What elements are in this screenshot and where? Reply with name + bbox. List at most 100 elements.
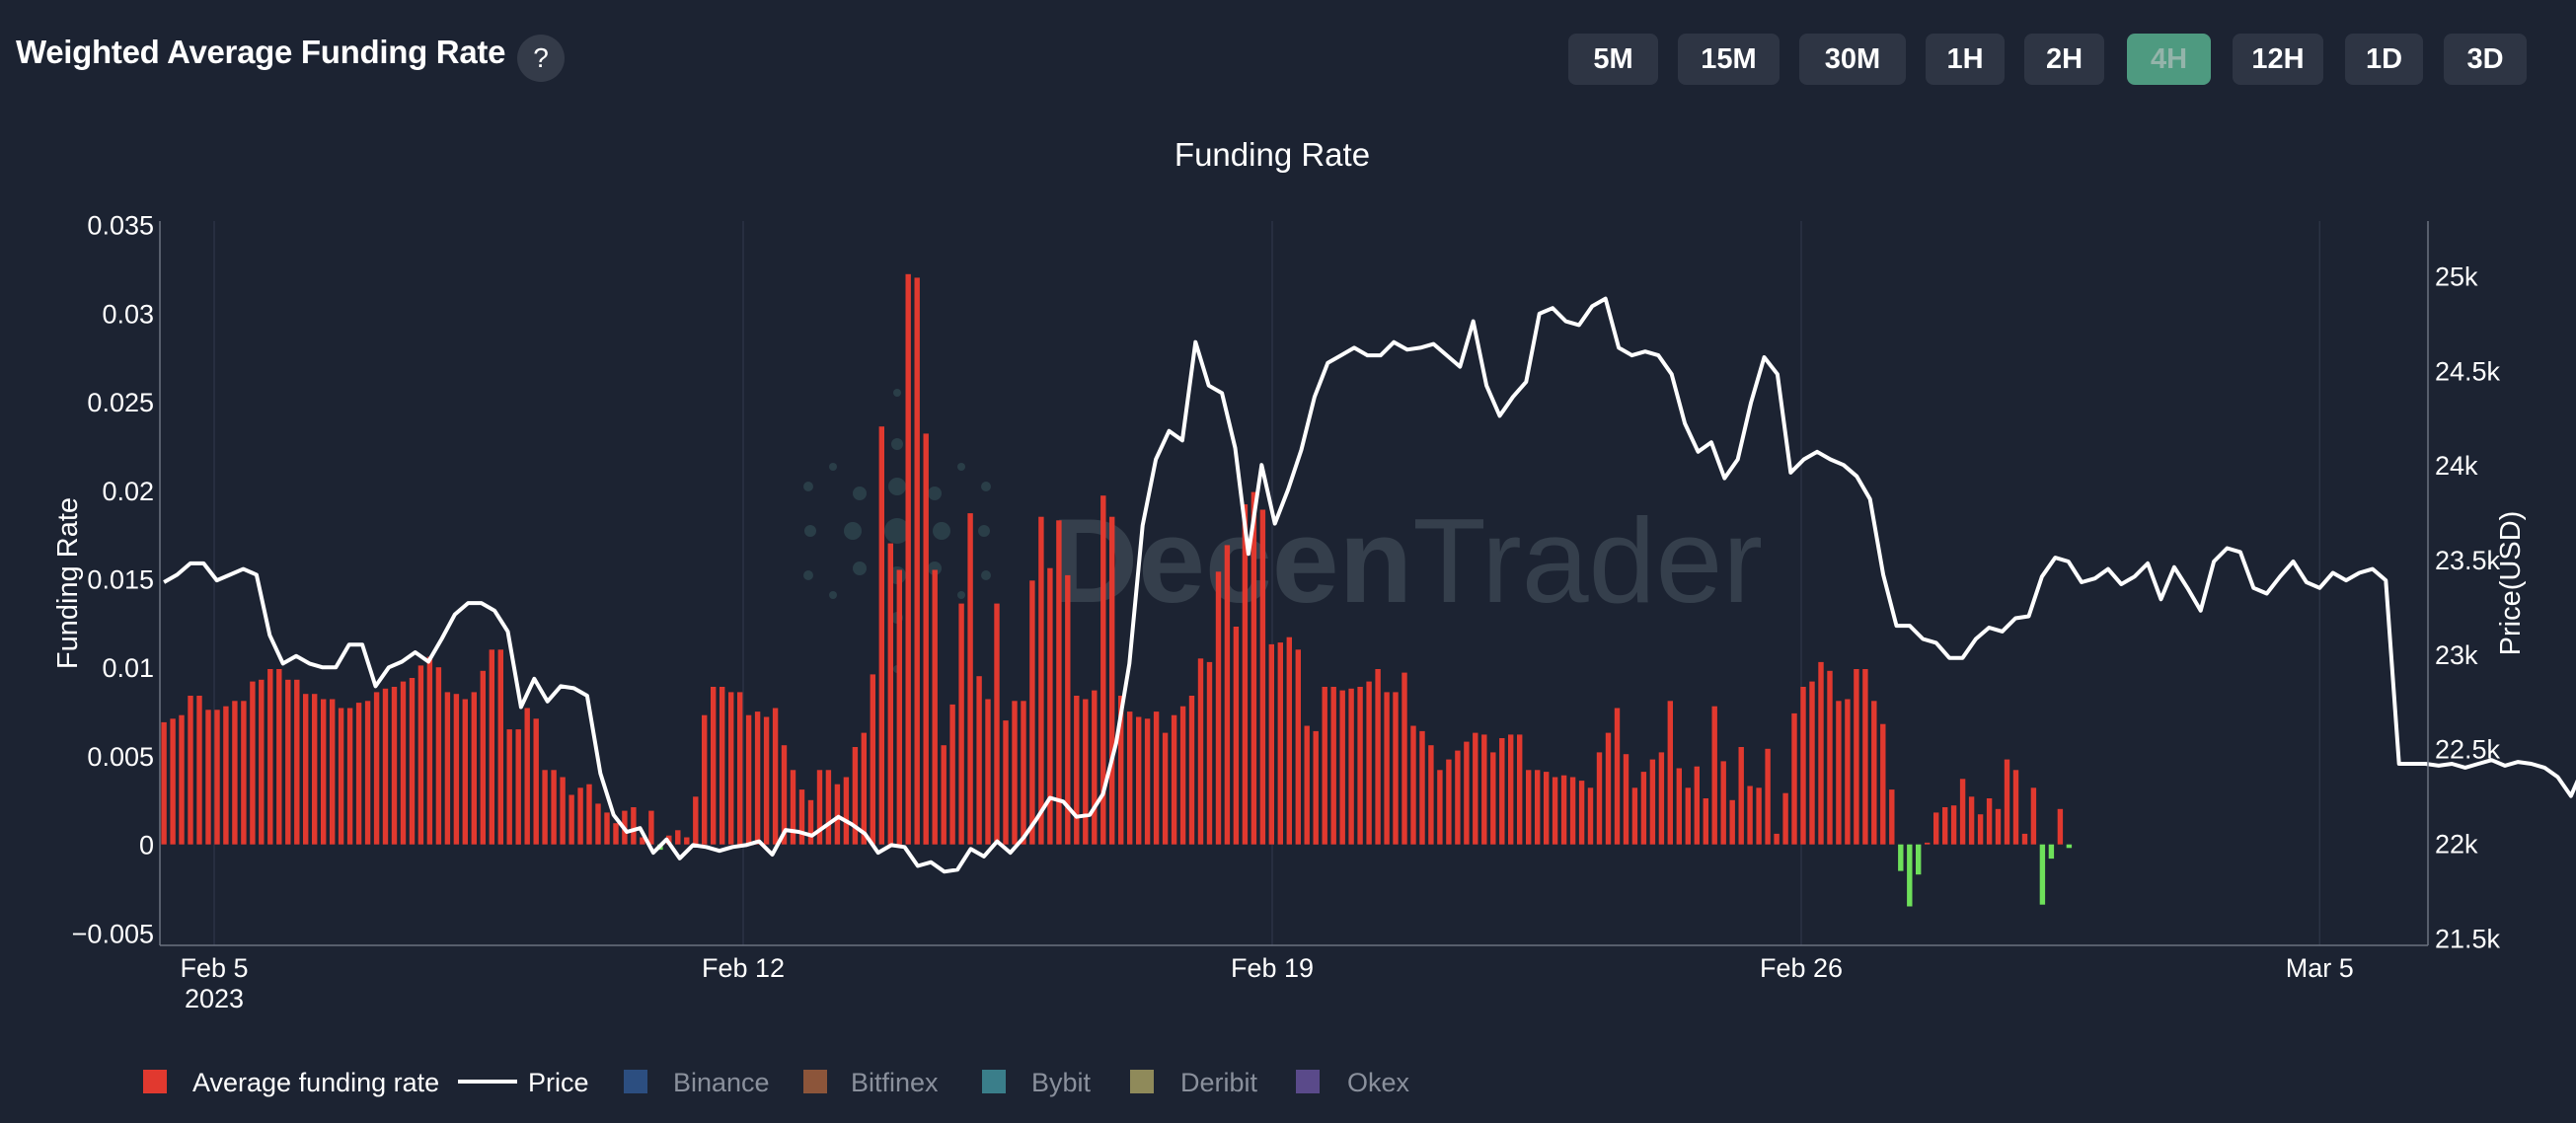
funding-bar bbox=[205, 710, 211, 845]
funding-bar bbox=[1127, 711, 1133, 845]
funding-bar bbox=[330, 699, 336, 845]
funding-bar bbox=[1871, 701, 1877, 845]
legend-item-deribit[interactable]: Deribit bbox=[1130, 1068, 1258, 1097]
legend-label: Binance bbox=[673, 1068, 770, 1097]
y2-tick-label: 23.5k bbox=[2435, 546, 2501, 575]
funding-bar bbox=[1729, 799, 1735, 845]
funding-bar bbox=[1250, 491, 1257, 845]
funding-bar bbox=[303, 694, 309, 845]
funding-bar bbox=[196, 696, 202, 845]
legend-item-bitfinex[interactable]: Bitfinex bbox=[803, 1068, 939, 1097]
timeframe-button-4h[interactable]: 4H bbox=[2127, 34, 2211, 85]
funding-bar bbox=[1782, 792, 1788, 845]
funding-bar bbox=[346, 708, 353, 845]
funding-bar bbox=[1295, 649, 1301, 845]
funding-bar bbox=[1925, 842, 1931, 845]
funding-bar bbox=[1313, 730, 1319, 845]
watermark-dot bbox=[928, 487, 942, 500]
funding-bar bbox=[754, 711, 761, 845]
funding-bar bbox=[1268, 643, 1274, 845]
timeframe-button-12h[interactable]: 12H bbox=[2233, 34, 2323, 85]
funding-bar bbox=[1410, 725, 1416, 845]
funding-bar bbox=[321, 699, 327, 845]
funding-bar bbox=[781, 745, 788, 845]
funding-bar bbox=[994, 603, 1000, 845]
funding-bar bbox=[1587, 787, 1594, 845]
y2-tick-label: 22.5k bbox=[2435, 735, 2501, 765]
x-tick-label: Feb 26 bbox=[1760, 953, 1843, 983]
funding-bar bbox=[1100, 495, 1106, 845]
funding-bar bbox=[763, 716, 770, 845]
funding-bar bbox=[497, 649, 503, 845]
funding-bar bbox=[533, 718, 539, 845]
funding-bar bbox=[1153, 711, 1160, 845]
timeframe-button-1d[interactable]: 1D bbox=[2345, 34, 2423, 85]
timeframe-button-5m[interactable]: 5M bbox=[1568, 34, 1658, 85]
legend-label: Bitfinex bbox=[851, 1068, 939, 1097]
funding-bar bbox=[2030, 787, 2037, 845]
funding-bar bbox=[896, 569, 902, 845]
legend-item-price[interactable]: Price bbox=[458, 1068, 589, 1097]
funding-bar bbox=[1499, 738, 1505, 845]
funding-bar bbox=[2012, 770, 2019, 845]
funding-bar bbox=[1596, 752, 1603, 845]
funding-bar bbox=[1676, 768, 1682, 845]
legend-swatch bbox=[1296, 1070, 1320, 1093]
funding-bar bbox=[807, 799, 814, 845]
funding-bar bbox=[1348, 688, 1354, 845]
y2-tick-label: 23k bbox=[2435, 640, 2478, 670]
funding-bar bbox=[1614, 708, 1621, 845]
funding-bar bbox=[1339, 690, 1345, 845]
funding-bar bbox=[1446, 759, 1452, 845]
legend-item-average-funding-rate[interactable]: Average funding rate bbox=[143, 1068, 439, 1097]
funding-bar bbox=[745, 714, 752, 845]
funding-bar bbox=[2039, 844, 2046, 905]
timeframe-button-1h[interactable]: 1H bbox=[1926, 34, 2005, 85]
y-tick-label: 0.01 bbox=[102, 653, 154, 683]
funding-bar bbox=[1765, 748, 1771, 845]
funding-bar bbox=[1393, 692, 1399, 845]
watermark-dot bbox=[981, 570, 991, 580]
x-tick-label: Feb 19 bbox=[1231, 953, 1314, 983]
y2-tick-label: 24k bbox=[2435, 451, 2478, 481]
funding-bar bbox=[1631, 787, 1638, 845]
funding-bar bbox=[1703, 798, 1708, 845]
timeframe-button-30m[interactable]: 30M bbox=[1799, 34, 1906, 85]
timeframe-button-15m[interactable]: 15M bbox=[1678, 34, 1780, 85]
funding-bar bbox=[887, 543, 893, 845]
funding-bar bbox=[843, 777, 850, 845]
timeframe-button-2h[interactable]: 2H bbox=[2024, 34, 2104, 85]
y2-axis-title: Price(USD) bbox=[2495, 511, 2527, 656]
funding-bar bbox=[1136, 716, 1142, 845]
funding-bar bbox=[1179, 706, 1186, 845]
funding-bar bbox=[417, 665, 424, 845]
price-series bbox=[163, 296, 2576, 874]
funding-bar bbox=[373, 692, 380, 845]
funding-bar bbox=[1658, 752, 1665, 845]
watermark-dot bbox=[804, 525, 816, 537]
funding-bar bbox=[1862, 669, 1868, 845]
funding-bar bbox=[958, 603, 964, 845]
funding-bar bbox=[400, 681, 407, 845]
chart-title: Funding Rate bbox=[1174, 136, 1370, 173]
axes: −0.005 0 0.005 0.01 0.015 0.02 0.025 0.03 0.035 2… bbox=[52, 211, 2527, 1013]
help-button[interactable]: ? bbox=[517, 35, 565, 82]
timeframe-button-3d[interactable]: 3D bbox=[2444, 34, 2527, 85]
funding-bar bbox=[1029, 580, 1035, 845]
funding-bar bbox=[1968, 796, 1975, 845]
funding-bar bbox=[480, 670, 486, 845]
legend-item-bybit[interactable]: Bybit bbox=[982, 1068, 1092, 1097]
funding-bar bbox=[1526, 770, 1532, 845]
funding-bar bbox=[2021, 833, 2028, 845]
funding-bar bbox=[1473, 732, 1478, 845]
funding-bar bbox=[188, 696, 193, 845]
watermark-dot bbox=[803, 482, 813, 491]
legend-label: Okex bbox=[1347, 1068, 1410, 1097]
funding-bar bbox=[923, 433, 929, 845]
legend-item-binance[interactable]: Binance bbox=[624, 1068, 770, 1097]
legend-item-okex[interactable]: Okex bbox=[1296, 1068, 1410, 1097]
funding-bar bbox=[577, 787, 583, 845]
funding-bars bbox=[161, 273, 2073, 907]
funding-bar bbox=[1366, 681, 1372, 845]
funding-bar bbox=[967, 513, 973, 845]
